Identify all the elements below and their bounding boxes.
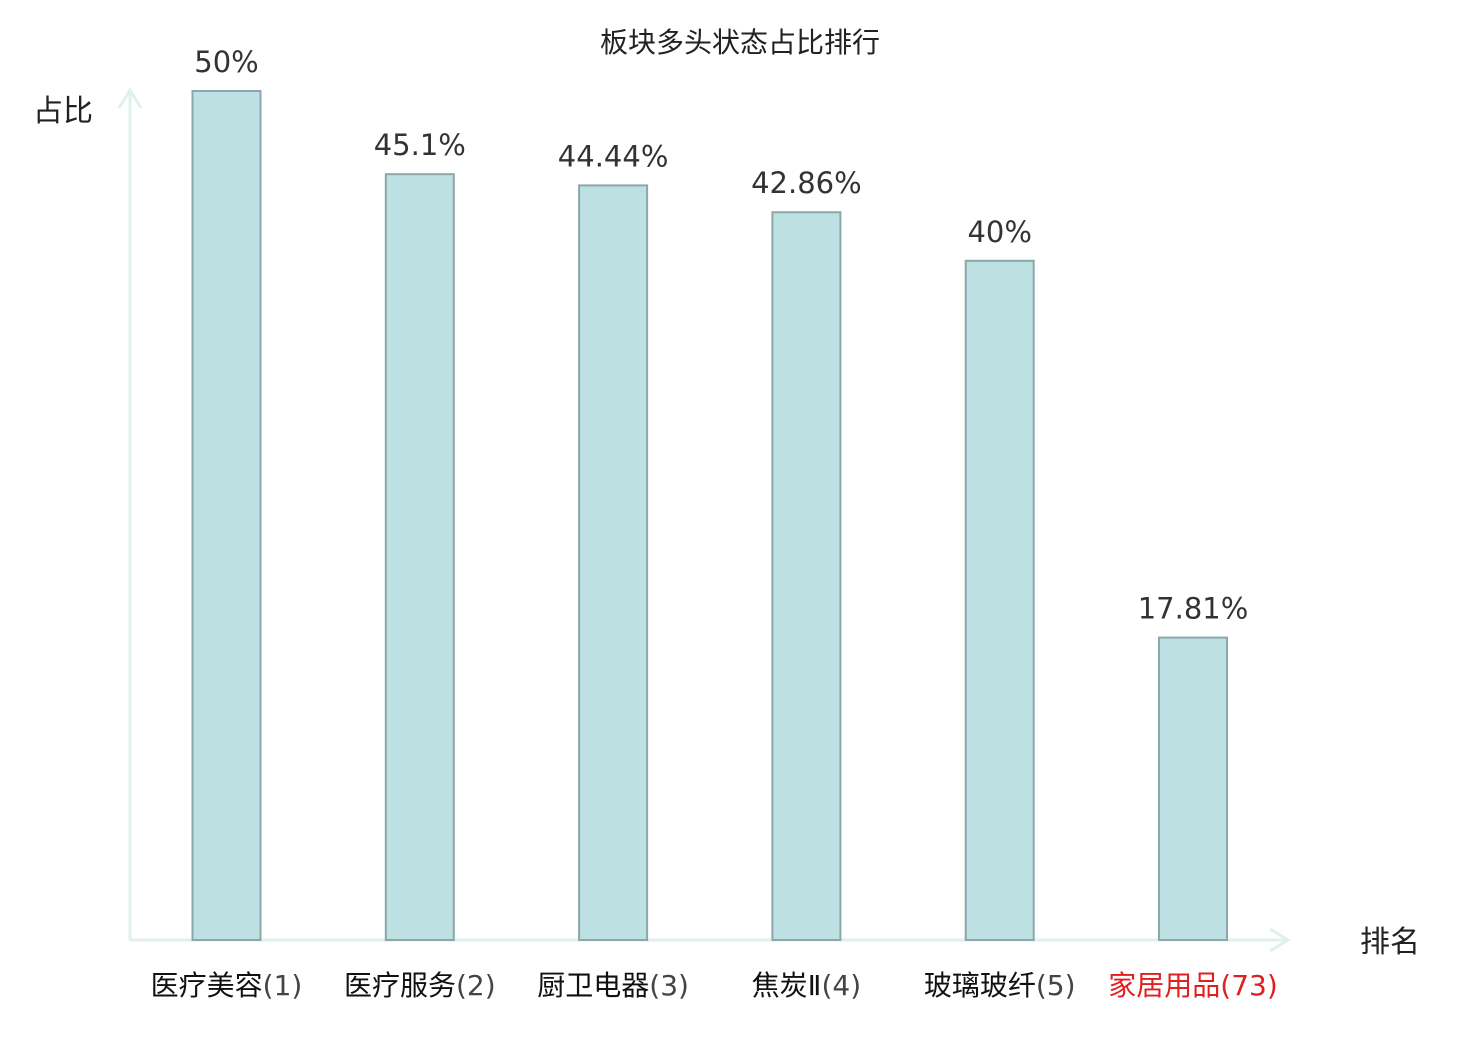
bar-6 xyxy=(1158,636,1228,941)
category-label-6: 家居用品(73) xyxy=(1108,969,1278,1002)
category-label-5: 玻璃玻纤(5) xyxy=(924,969,1076,1002)
axes xyxy=(117,87,1291,953)
bars xyxy=(191,90,1228,942)
category-rank-4: (4) xyxy=(821,969,861,1002)
category-label-3: 厨卫电器(3) xyxy=(537,969,689,1002)
chart-title: 板块多头状态占比排行 xyxy=(600,26,880,59)
value-label-3: 44.44% xyxy=(558,139,669,173)
y-axis-arrow xyxy=(117,87,143,109)
category-rank-1: (1) xyxy=(263,969,303,1002)
value-label-2: 45.1% xyxy=(374,128,466,162)
bar-1 xyxy=(191,90,262,941)
value-label-1: 50% xyxy=(194,45,258,79)
category-name-1: 医疗美容 xyxy=(151,969,263,1002)
x-axis-label: 排名 xyxy=(1360,925,1420,960)
bar-3 xyxy=(578,184,649,941)
value-label-6: 17.81% xyxy=(1138,592,1249,626)
category-rank-6: (73) xyxy=(1220,969,1277,1002)
value-label-5: 40% xyxy=(967,215,1031,249)
x-axis-arrow xyxy=(1269,927,1291,953)
category-name-6: 家居用品 xyxy=(1108,969,1220,1002)
category-rank-5: (5) xyxy=(1036,969,1076,1002)
bar-2 xyxy=(384,173,455,941)
category-name-2: 医疗服务 xyxy=(344,969,456,1002)
category-name-3: 厨卫电器 xyxy=(537,969,649,1002)
value-labels: 50% 45.1% 44.44% 42.86% 40% 17.81% xyxy=(194,45,1248,626)
bar-5 xyxy=(964,259,1035,941)
value-label-4: 42.86% xyxy=(751,166,862,200)
category-rank-3: (3) xyxy=(649,969,689,1002)
category-labels: 医疗美容(1) 医疗服务(2) 厨卫电器(3) 焦炭Ⅱ(4) 玻璃玻纤(5) 家居用品(7… xyxy=(151,969,1278,1002)
category-name-4: 焦炭Ⅱ xyxy=(752,969,822,1002)
y-axis-label: 占比 xyxy=(33,94,93,129)
category-name-5: 玻璃玻纤 xyxy=(924,969,1036,1002)
category-label-1: 医疗美容(1) xyxy=(151,969,303,1002)
bar-4 xyxy=(771,211,842,942)
category-rank-2: (2) xyxy=(456,969,496,1002)
category-label-4: 焦炭Ⅱ(4) xyxy=(752,969,861,1002)
category-label-2: 医疗服务(2) xyxy=(344,969,496,1002)
